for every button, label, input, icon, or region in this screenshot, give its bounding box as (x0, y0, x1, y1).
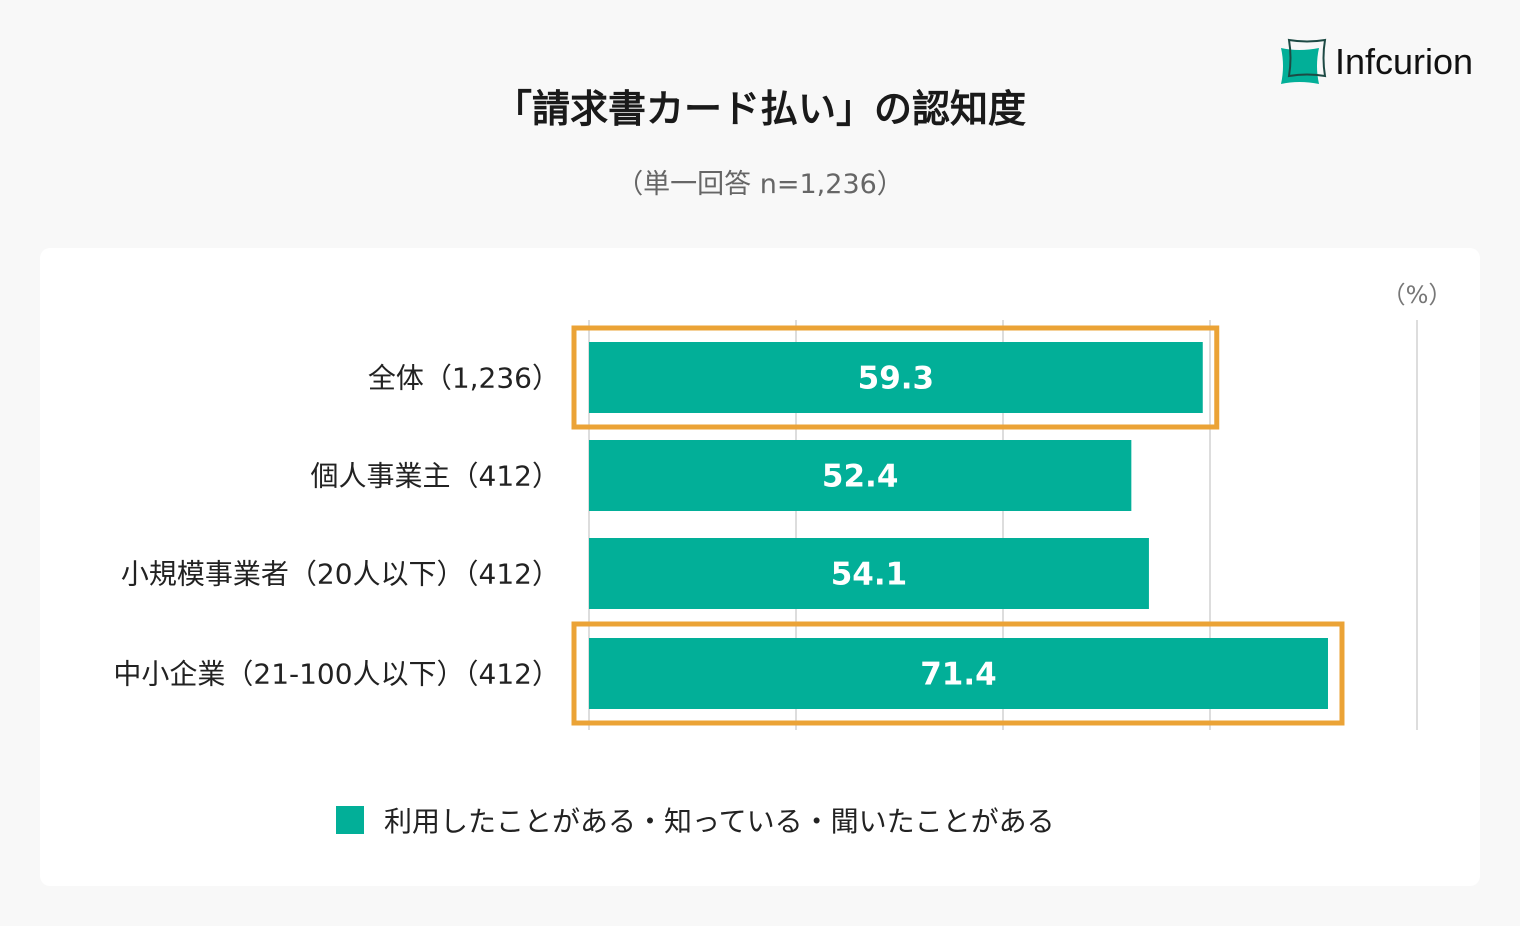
bar (589, 342, 1203, 413)
data-label: 52.4 (822, 459, 899, 495)
infcurion-logo: Infcurion (1279, 38, 1473, 86)
category-label: 個人事業主（412） (311, 460, 560, 493)
logo-mark-icon (1281, 38, 1327, 84)
chart-title: 「請求書カード払い」の認知度 (493, 87, 1026, 131)
data-label: 54.1 (831, 557, 908, 593)
data-label: 71.4 (920, 657, 997, 693)
data-label: 59.3 (858, 361, 935, 397)
legend-swatch (336, 806, 364, 834)
category-label: 全体（1,236） (368, 362, 560, 395)
chart-subtitle: （単一回答 n=1,236） (616, 169, 904, 200)
bar (589, 538, 1149, 609)
bar (589, 440, 1132, 511)
highlight-box (571, 325, 1220, 430)
legend-label: 利用したことがある・知っている・聞いたことがある (384, 805, 1055, 838)
category-label: 小規模事業者（20人以下）（412） (121, 558, 560, 591)
logo-text: Infcurion (1335, 41, 1474, 82)
category-label: 中小企業（21-100人以下）（412） (113, 658, 560, 691)
bar (589, 638, 1328, 709)
unit-label: （%） (1382, 281, 1453, 309)
highlight-box (571, 621, 1345, 726)
legend: 利用したことがある・知っている・聞いたことがある (336, 800, 1055, 840)
